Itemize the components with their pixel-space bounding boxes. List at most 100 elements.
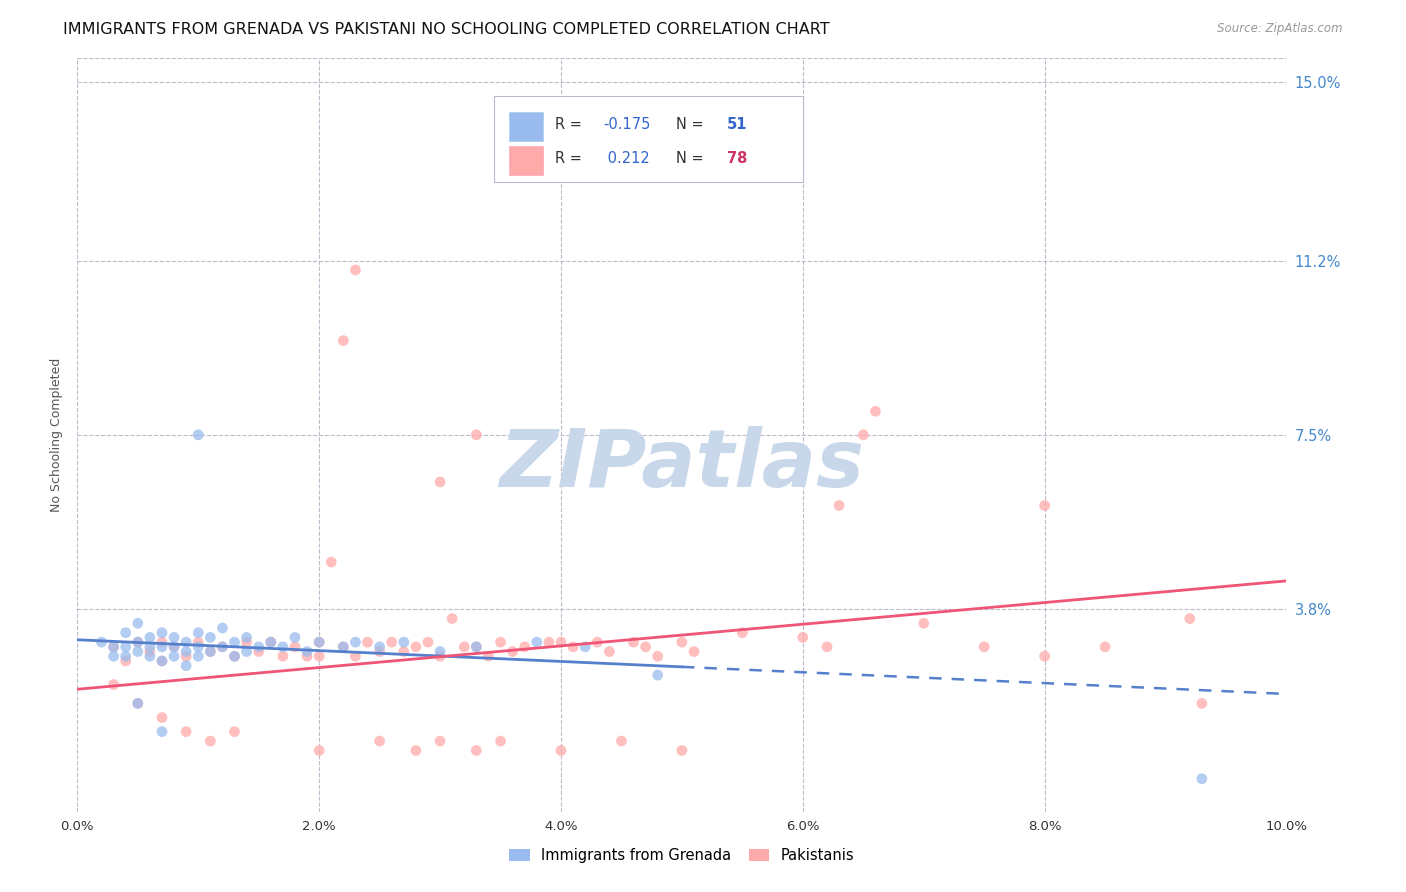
- Point: [647, 649, 669, 664]
- Point: [114, 654, 136, 668]
- Text: Source: ZipAtlas.com: Source: ZipAtlas.com: [1218, 22, 1343, 36]
- Point: [127, 697, 149, 711]
- Text: N =: N =: [676, 117, 709, 132]
- Point: [103, 640, 125, 654]
- Point: [224, 635, 246, 649]
- Point: [828, 499, 851, 513]
- Point: [150, 654, 173, 668]
- Point: [815, 640, 838, 654]
- Point: [562, 640, 585, 654]
- Text: -0.175: -0.175: [603, 117, 651, 132]
- Point: [429, 734, 451, 748]
- Point: [127, 697, 149, 711]
- Text: 78: 78: [727, 151, 747, 166]
- Point: [429, 644, 451, 658]
- Point: [174, 649, 197, 664]
- Point: [465, 640, 488, 654]
- Point: [598, 644, 620, 658]
- Point: [174, 724, 197, 739]
- Point: [321, 555, 343, 569]
- Point: [127, 635, 149, 649]
- Point: [332, 640, 354, 654]
- Point: [308, 635, 330, 649]
- Point: [174, 658, 197, 673]
- Point: [187, 635, 209, 649]
- Point: [187, 427, 209, 442]
- Point: [1033, 649, 1056, 664]
- Point: [163, 640, 186, 654]
- Point: [610, 734, 633, 748]
- Point: [139, 644, 162, 658]
- Point: [502, 644, 524, 658]
- Point: [174, 635, 197, 649]
- Point: [550, 635, 572, 649]
- Point: [647, 668, 669, 682]
- Point: [477, 649, 499, 664]
- Point: [1191, 772, 1213, 786]
- Text: 51: 51: [727, 117, 747, 132]
- Point: [368, 640, 391, 654]
- Point: [683, 644, 706, 658]
- Point: [150, 710, 173, 724]
- Point: [103, 649, 125, 664]
- Point: [224, 649, 246, 664]
- Point: [1094, 640, 1116, 654]
- Point: [634, 640, 657, 654]
- Point: [1033, 499, 1056, 513]
- Text: R =: R =: [555, 151, 586, 166]
- Text: R =: R =: [555, 117, 586, 132]
- Point: [139, 640, 162, 654]
- Point: [792, 631, 814, 645]
- Point: [368, 644, 391, 658]
- Point: [429, 649, 451, 664]
- Point: [416, 635, 439, 649]
- Point: [441, 611, 464, 625]
- Point: [211, 621, 233, 635]
- Point: [586, 635, 609, 649]
- Point: [247, 644, 270, 658]
- Point: [368, 734, 391, 748]
- Point: [405, 743, 427, 757]
- Text: 0.212: 0.212: [603, 151, 650, 166]
- Point: [271, 640, 294, 654]
- Point: [114, 640, 136, 654]
- Point: [332, 334, 354, 348]
- Point: [200, 734, 222, 748]
- Point: [150, 724, 173, 739]
- Point: [284, 631, 307, 645]
- Point: [211, 640, 233, 654]
- Point: [103, 640, 125, 654]
- Point: [392, 644, 415, 658]
- Point: [392, 635, 415, 649]
- Point: [912, 616, 935, 631]
- Point: [187, 649, 209, 664]
- Point: [235, 631, 257, 645]
- Point: [284, 640, 307, 654]
- Point: [1191, 697, 1213, 711]
- Point: [344, 263, 367, 277]
- Point: [405, 640, 427, 654]
- Point: [224, 724, 246, 739]
- Point: [671, 635, 693, 649]
- Point: [465, 640, 488, 654]
- Point: [429, 475, 451, 489]
- Point: [163, 649, 186, 664]
- Point: [295, 649, 318, 664]
- Point: [103, 677, 125, 691]
- Point: [235, 635, 257, 649]
- Point: [114, 625, 136, 640]
- Point: [150, 654, 173, 668]
- Point: [344, 635, 367, 649]
- Point: [211, 640, 233, 654]
- Point: [671, 743, 693, 757]
- Point: [235, 644, 257, 658]
- Point: [465, 743, 488, 757]
- Point: [163, 631, 186, 645]
- Text: N =: N =: [676, 151, 709, 166]
- Point: [163, 640, 186, 654]
- Point: [114, 649, 136, 664]
- Legend: Immigrants from Grenada, Pakistanis: Immigrants from Grenada, Pakistanis: [503, 842, 860, 869]
- Point: [308, 649, 330, 664]
- Point: [295, 644, 318, 658]
- Point: [200, 644, 222, 658]
